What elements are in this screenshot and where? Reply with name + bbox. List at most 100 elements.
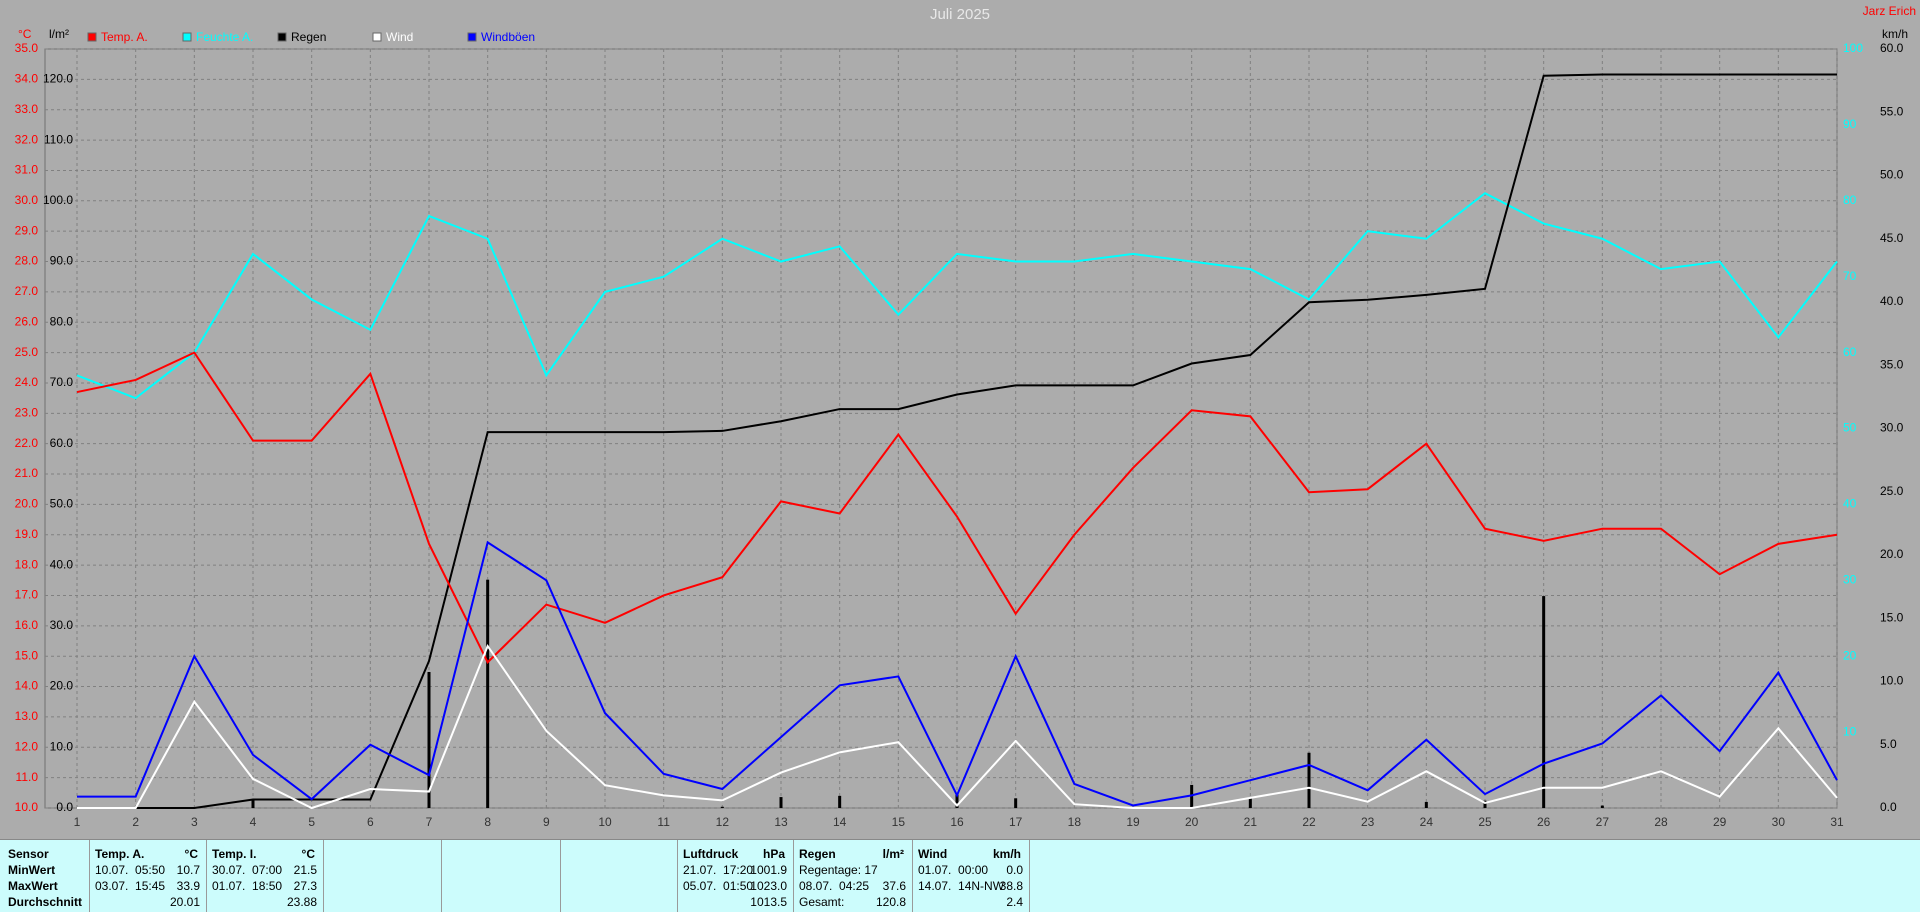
stats-cell: Luftdruck	[683, 847, 739, 861]
stats-panel: Sensor MinWert MaxWert Durchschnitt Temp. A.…	[0, 839, 1920, 912]
humidity-tick-label: 30	[1843, 572, 1857, 586]
y2-tick-label: 15.0	[1880, 610, 1904, 624]
rain-bar	[1424, 801, 1428, 808]
stats-cell: 21.07. 17:20	[683, 863, 754, 877]
x-tick-label: 19	[1126, 815, 1140, 829]
y-tick-label: 16.0	[15, 618, 39, 632]
legend-swatch	[87, 32, 97, 42]
stats-cell: Regentage: 17	[799, 863, 878, 877]
column-separator	[677, 840, 678, 912]
rain-tick-label: 100.0	[43, 193, 73, 207]
y-tick-label: 27.0	[15, 284, 39, 298]
stats-cell: 38.8	[999, 879, 1023, 893]
rain-tick-label: 110.0	[44, 132, 73, 146]
stats-cell: Sensor	[8, 847, 49, 861]
stats-cell: 0.0	[1006, 863, 1023, 877]
y2-tick-label: 40.0	[1880, 294, 1904, 308]
stats-cell: MinWert	[8, 863, 56, 877]
y-tick-label: 35.0	[15, 41, 39, 55]
rain-bar	[1600, 805, 1604, 808]
rain-tick-label: 70.0	[50, 375, 74, 389]
y-tick-label: 30.0	[15, 193, 39, 207]
legend-swatch	[277, 32, 287, 42]
x-tick-label: 3	[191, 815, 198, 829]
stats-cell: Durchschnitt	[8, 895, 83, 909]
y-tick-label: 24.0	[15, 375, 39, 389]
y-tick-label: 34.0	[15, 72, 39, 86]
x-tick-label: 25	[1478, 815, 1492, 829]
y2-tick-label: 50.0	[1880, 168, 1904, 182]
y-tick-label: 12.0	[15, 739, 39, 753]
x-tick-label: 21	[1244, 815, 1258, 829]
legend-label: Regen	[291, 30, 326, 44]
legend-label: Feuchte A.	[196, 30, 253, 44]
x-tick-label: 1	[74, 815, 81, 829]
humidity-tick-label: 80	[1843, 193, 1857, 207]
legend-swatch	[372, 32, 382, 42]
y2-tick-label: 20.0	[1880, 547, 1904, 561]
rain-bar	[486, 579, 490, 808]
rain-bar	[1190, 784, 1194, 808]
stats-cell: 1013.5	[750, 895, 787, 909]
rain-tick-label: 80.0	[50, 314, 74, 328]
humidity-tick-label: 70	[1843, 269, 1857, 283]
y2-tick-label: 25.0	[1880, 484, 1904, 498]
column-separator	[89, 840, 90, 912]
x-tick-label: 24	[1420, 815, 1434, 829]
stats-cell: hPa	[762, 847, 785, 861]
rain-bar	[779, 797, 783, 808]
x-tick-label: 4	[250, 815, 257, 829]
x-tick-label: 22	[1302, 815, 1316, 829]
column-separator	[441, 840, 442, 912]
x-tick-label: 26	[1537, 815, 1551, 829]
rain-bar	[955, 793, 959, 808]
y-tick-label: 14.0	[15, 679, 39, 693]
rain-bar	[1248, 797, 1252, 808]
stats-cell: 1001.9	[750, 863, 787, 877]
stats-cell: °C	[301, 847, 315, 861]
rain-tick-label: 120.0	[43, 72, 73, 86]
stats-cell: 2.4	[1006, 895, 1023, 909]
stats-cell: 01.07. 00:00	[918, 863, 989, 877]
y-tick-label: 31.0	[15, 163, 39, 177]
humidity-tick-label: 90	[1843, 117, 1857, 131]
legend-swatch	[182, 32, 192, 42]
stats-cell: 08.07. 04:25	[799, 879, 870, 893]
stats-cell: 1023.0	[750, 879, 787, 893]
humidity-tick-label: 100	[1843, 41, 1863, 55]
x-tick-label: 30	[1772, 815, 1786, 829]
humidity-tick-label: 20	[1843, 648, 1857, 662]
chart: Juli 2025 Jarz Erich °C l/m² km/h 10.011…	[15, 4, 1916, 829]
column-separator	[1029, 840, 1030, 912]
series-line	[76, 351, 1838, 664]
y-tick-label: 32.0	[15, 132, 39, 146]
column-separator	[793, 840, 794, 912]
series-line	[77, 73, 1837, 809]
y-tick-label: 19.0	[15, 527, 39, 541]
stats-cell: 03.07. 15:45	[95, 879, 166, 893]
y2-tick-label: 45.0	[1880, 231, 1904, 245]
y2-unit: km/h	[1882, 27, 1908, 41]
x-tick-label: 17	[1009, 815, 1023, 829]
y-tick-label: 15.0	[15, 648, 39, 662]
y-tick-label: 29.0	[15, 223, 39, 237]
stats-cell: 27.3	[293, 879, 317, 893]
stats-cell: l/m²	[882, 847, 904, 861]
y2-tick-label: 5.0	[1880, 737, 1897, 751]
legend-label: Windböen	[481, 30, 535, 44]
column-separator	[323, 840, 324, 912]
rain-tick-label: 60.0	[50, 436, 74, 450]
y-tick-label: 26.0	[15, 314, 39, 328]
x-tick-label: 13	[774, 815, 788, 829]
y2-tick-label: 60.0	[1880, 41, 1904, 55]
rain-bar	[1307, 752, 1311, 808]
y-tick-label: 28.0	[15, 254, 39, 268]
rain-tick-label: 10.0	[50, 739, 74, 753]
rain-tick-label: 90.0	[50, 254, 74, 268]
author: Jarz Erich	[1863, 4, 1916, 18]
rain-bar	[427, 671, 431, 808]
plot-frame	[44, 48, 1838, 809]
stats-cell: 01.07. 18:50	[212, 879, 283, 893]
x-tick-label: 7	[426, 815, 433, 829]
rain-tick-label: 40.0	[50, 557, 74, 571]
